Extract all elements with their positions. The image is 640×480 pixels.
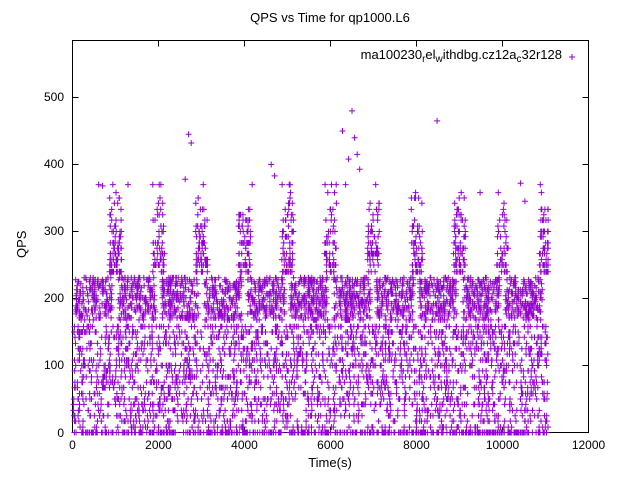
legend-label-segment: ithdbg.cz12a — [442, 47, 517, 62]
y-tick-label: 500 — [43, 90, 64, 105]
y-tick-label: 300 — [43, 224, 64, 239]
x-tick-label: 12000 — [571, 438, 606, 452]
x-tick-label: 10000 — [485, 438, 520, 452]
chart-title: QPS vs Time for qp1000.L6 — [250, 10, 410, 25]
y-tick-label: 100 — [43, 358, 64, 373]
x-tick-label: 6000 — [317, 438, 344, 452]
legend-label-segment: c — [516, 54, 522, 65]
x-tick-label: 4000 — [231, 438, 258, 452]
y-tick-label: 200 — [43, 291, 64, 306]
legend: ma100230relwithdbg.cz12ac32r128 — [361, 47, 562, 65]
legend-label-segment: 32r128 — [521, 47, 562, 62]
legend-label-segment: el — [425, 47, 436, 62]
x-tick-label: 0 — [69, 438, 76, 452]
y-tick-label: 400 — [43, 157, 64, 172]
x-tick-label: 2000 — [145, 438, 172, 452]
x-tick-label: 8000 — [403, 438, 430, 452]
x-axis-label: Time(s) — [308, 455, 352, 470]
scatter-points — [70, 54, 575, 436]
legend-label-segment: w — [435, 54, 443, 65]
y-tick-label: 0 — [57, 425, 64, 440]
legend-label-segment: ma100230 — [360, 47, 423, 62]
legend-label-segment: r — [422, 54, 426, 65]
